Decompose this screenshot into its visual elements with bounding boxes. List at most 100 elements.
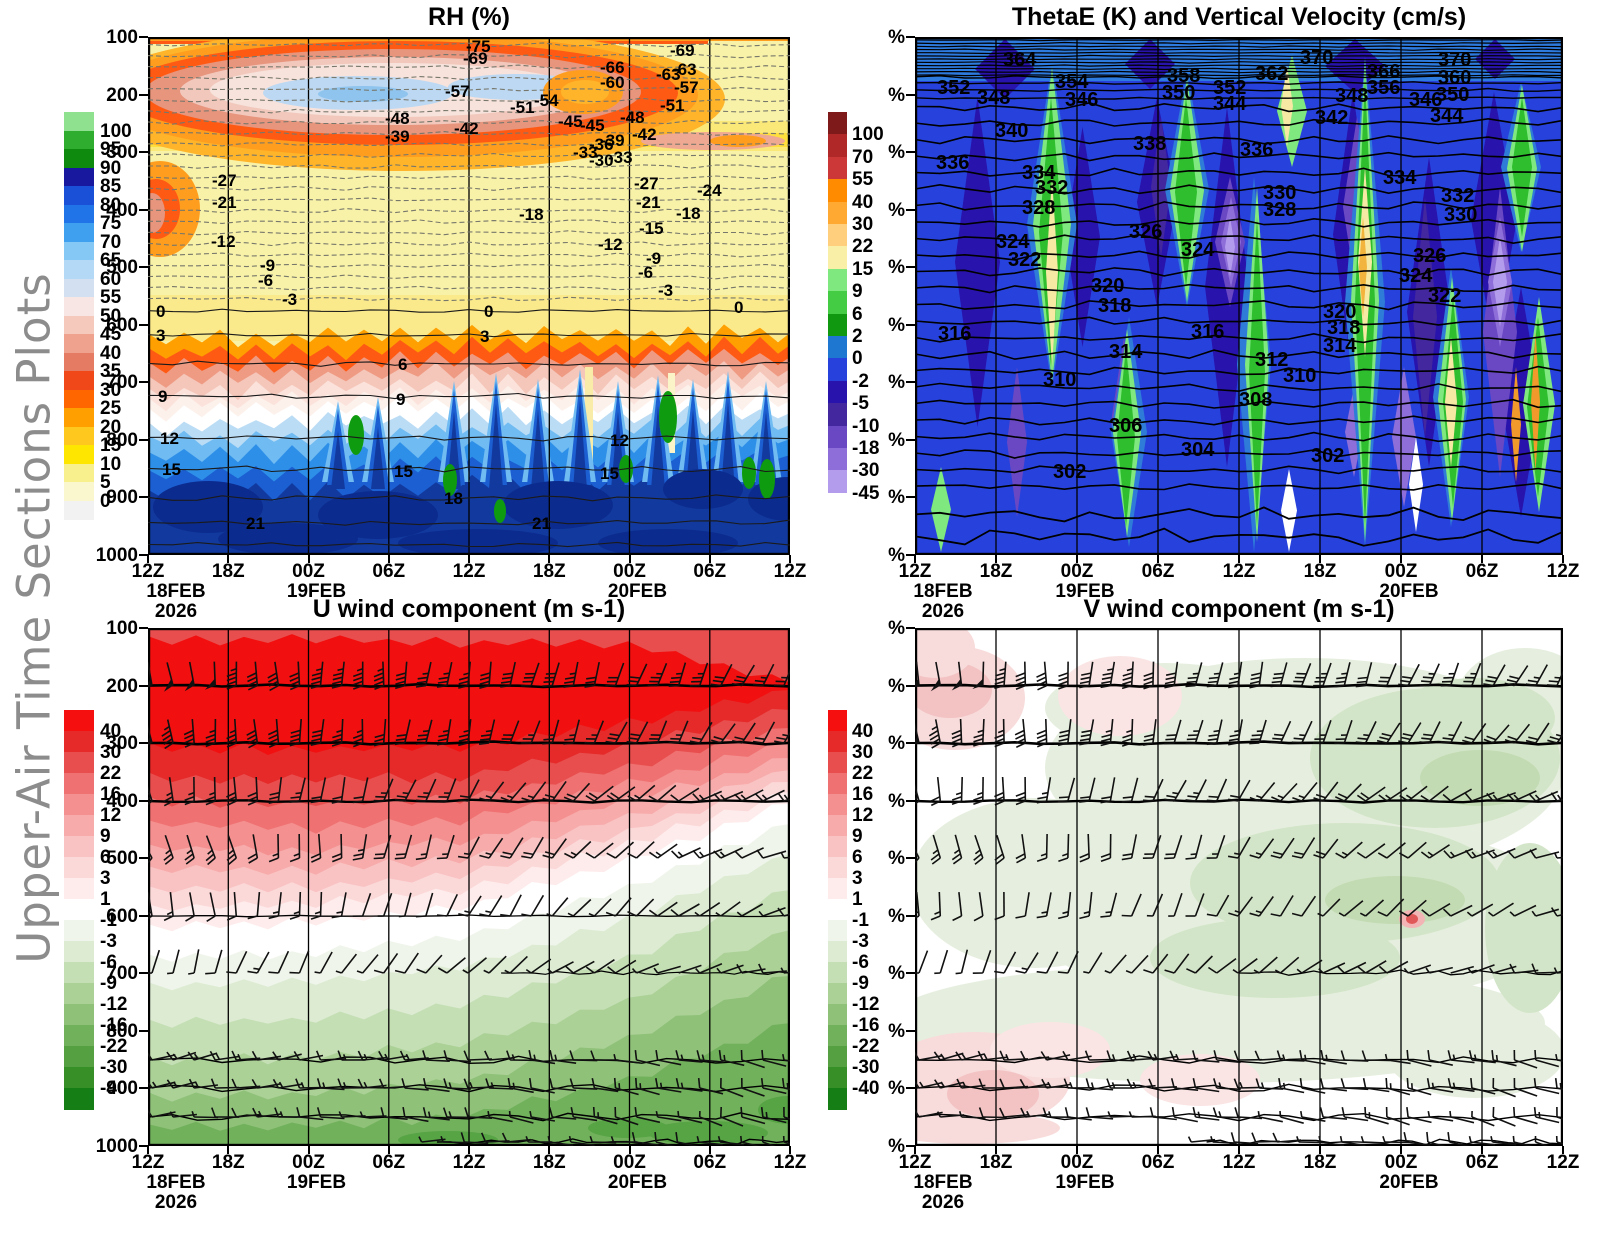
colorbar-label: 3 [100, 868, 111, 889]
contour-label: 346 [1409, 89, 1442, 111]
colorbar-label: 1 [852, 889, 863, 910]
contour-label: -63 [672, 60, 697, 79]
year-label: 2026 [154, 1192, 198, 1213]
x-tick-label: 06Z [372, 561, 406, 582]
y-tick [139, 208, 148, 211]
wind-barb-row [148, 833, 790, 866]
y-tick-label: 1000 [95, 545, 138, 566]
contour-label: 310 [1283, 365, 1316, 387]
contour-label: 344 [1213, 93, 1247, 115]
colorbar-cell [64, 167, 94, 187]
colorbar-label: 10 [100, 453, 122, 475]
colorbar-label: -16 [100, 1015, 128, 1036]
y-tick [139, 381, 148, 384]
colorbar-label: 12 [100, 805, 122, 826]
colorbar-label: -12 [852, 994, 880, 1015]
date-label: 18FEB [146, 581, 206, 602]
y-tick-label: 1000 [95, 1136, 138, 1157]
colorbar-cell [828, 179, 847, 203]
contour-label: -39 [600, 131, 625, 150]
x-tick [468, 555, 470, 563]
colorbar-cell [828, 448, 847, 472]
contour-label: -27 [212, 171, 237, 190]
y-tick [139, 496, 148, 499]
x-tick [548, 1146, 551, 1154]
colorbar-cell [828, 134, 847, 158]
y-tick-label: 600 [106, 314, 138, 336]
x-tick-label: 18Z [979, 1152, 1013, 1173]
contour-label: -27 [634, 174, 659, 193]
x-tick [914, 555, 916, 563]
contour-label: 320 [1091, 275, 1124, 297]
u-wind-plot [148, 628, 790, 1146]
x-tick [307, 1146, 310, 1154]
date-label: 20FEB [1379, 581, 1439, 602]
colorbar-label: 9 [100, 826, 111, 847]
x-tick [628, 1146, 631, 1154]
x-tick-label: 12Z [1546, 561, 1580, 582]
contour-label: 3 [480, 327, 489, 346]
y-tick-label: 600 [106, 905, 138, 927]
colorbar-label: 70 [852, 146, 874, 168]
colorbar-label: -40 [100, 1078, 128, 1099]
y-tick-label: % [888, 1078, 905, 1100]
contour-label: 350 [1436, 84, 1469, 106]
contour-label: 342 [1315, 107, 1348, 129]
v-wind-plot [915, 628, 1563, 1146]
colorbar-label: 30 [852, 214, 874, 235]
contour-label: -42 [632, 125, 657, 144]
contour-label: -75 [466, 37, 491, 56]
colorbar-label: -3 [100, 931, 117, 952]
colorbar-cell [828, 246, 847, 270]
colorbar-cell [64, 731, 94, 753]
colorbar-label: 30 [852, 742, 874, 763]
wind-barb-row [1187, 1131, 1563, 1146]
colorbar-label: -2 [852, 370, 869, 392]
x-tick-label: 12Z [773, 561, 807, 582]
y-tick-label: % [888, 963, 905, 985]
date-label: 19FEB [1055, 581, 1115, 602]
colorbar-cell [828, 962, 847, 984]
contour-label: 344 [1430, 105, 1464, 127]
x-tick-label: 12Z [131, 561, 165, 582]
colorbar-cell [828, 336, 847, 360]
colorbar-label: -9 [100, 973, 117, 994]
colorbar-label: 40 [852, 721, 874, 742]
colorbar-cell [64, 1088, 94, 1110]
colorbar-cell [828, 403, 847, 427]
colorbar-cell [828, 794, 847, 816]
y-tick-label: % [888, 1136, 905, 1157]
colorbar-label: 50 [100, 305, 122, 327]
wind-barb-row [148, 661, 790, 692]
colorbar-label: -6 [100, 952, 117, 973]
contour-label: 9 [396, 390, 405, 409]
colorbar-label: 6 [852, 847, 863, 868]
y-tick [906, 1145, 915, 1147]
y-tick [906, 742, 915, 745]
y-tick [906, 799, 915, 802]
colorbar-cell [64, 1025, 94, 1047]
colorbar-label: 16 [100, 784, 122, 805]
contour-label: -21 [636, 193, 661, 212]
y-tick [139, 857, 148, 860]
colorbar-cell [64, 352, 94, 372]
x-tick [1319, 1146, 1321, 1154]
colorbar-cell [64, 983, 94, 1005]
colorbar-cell [828, 492, 847, 516]
colorbar-label: 75 [100, 213, 122, 234]
contour-label: 21 [532, 514, 551, 533]
y-tick [906, 323, 915, 326]
y-tick-label: 400 [106, 199, 138, 221]
x-tick [628, 555, 631, 563]
contour-label: 356 [1367, 77, 1400, 99]
colorbar-label: -16 [852, 1015, 880, 1036]
colorbar-label: 65 [100, 250, 122, 271]
x-tick [789, 1146, 791, 1154]
y-tick-label: % [888, 84, 905, 106]
y-tick-label: % [888, 372, 905, 394]
y-tick [906, 496, 915, 499]
contour-label: 334 [1383, 167, 1417, 189]
x-tick-label: 12Z [452, 1152, 486, 1173]
y-tick [906, 266, 915, 269]
